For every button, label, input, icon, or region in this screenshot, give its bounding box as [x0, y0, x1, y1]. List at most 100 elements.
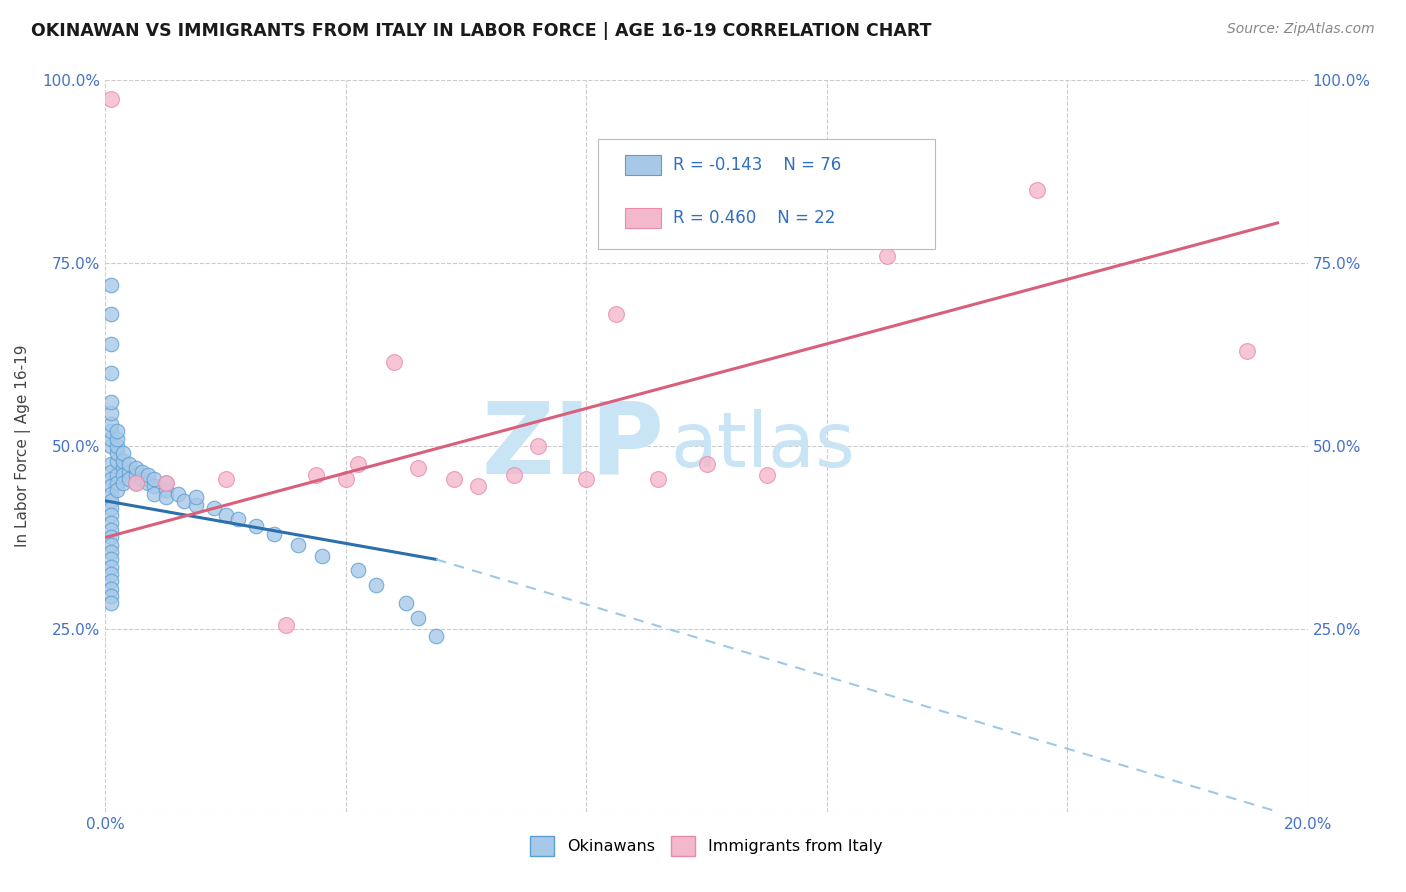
Point [112, 475, 135, 490]
Point [184, 498, 207, 512]
Point [118, 465, 141, 479]
Point [406, 461, 429, 475]
Point [155, 475, 177, 490]
Point [364, 578, 387, 592]
Point [100, 501, 122, 516]
Point [100, 508, 122, 523]
Point [100, 567, 122, 582]
Point [100, 596, 122, 610]
Point [214, 472, 236, 486]
Y-axis label: In Labor Force | Age 16-19: In Labor Force | Age 16-19 [15, 344, 31, 548]
FancyBboxPatch shape [624, 155, 661, 176]
Point [100, 479, 122, 493]
Point [100, 530, 122, 544]
Point [274, 618, 297, 632]
Point [100, 278, 122, 293]
Point [100, 465, 122, 479]
Point [100, 439, 122, 453]
Point [647, 472, 669, 486]
Point [100, 366, 122, 380]
Point [107, 475, 129, 490]
Point [100, 494, 122, 508]
Point [755, 468, 778, 483]
Point [263, 526, 285, 541]
Point [287, 538, 309, 552]
Text: R = 0.460    N = 22: R = 0.460 N = 22 [673, 209, 835, 227]
Point [100, 574, 122, 589]
Point [100, 458, 122, 472]
Point [155, 475, 177, 490]
FancyBboxPatch shape [599, 139, 935, 249]
Point [107, 483, 129, 497]
Point [124, 461, 146, 475]
Point [184, 490, 207, 504]
Point [112, 461, 135, 475]
Point [100, 425, 122, 439]
Legend: Okinawans, Immigrants from Italy: Okinawans, Immigrants from Italy [524, 830, 889, 863]
Point [107, 425, 129, 439]
Point [100, 417, 122, 431]
Point [395, 596, 418, 610]
Point [107, 468, 129, 483]
Point [173, 494, 195, 508]
Point [112, 446, 135, 460]
Point [155, 490, 177, 504]
Point [406, 611, 429, 625]
Text: ZIP: ZIP [482, 398, 665, 494]
Point [100, 523, 122, 537]
Point [467, 479, 489, 493]
Point [107, 432, 129, 446]
Point [575, 472, 598, 486]
Point [100, 472, 122, 486]
Point [100, 516, 122, 530]
Point [335, 472, 357, 486]
Point [131, 472, 153, 486]
Point [100, 552, 122, 566]
Text: Source: ZipAtlas.com: Source: ZipAtlas.com [1227, 22, 1375, 37]
Point [311, 549, 333, 563]
Point [425, 629, 447, 643]
Point [382, 355, 405, 369]
Point [1236, 343, 1258, 358]
Point [100, 92, 122, 106]
FancyBboxPatch shape [624, 208, 661, 228]
Point [124, 475, 146, 490]
Point [118, 458, 141, 472]
Point [118, 472, 141, 486]
Point [107, 439, 129, 453]
Point [107, 446, 129, 460]
Point [245, 519, 267, 533]
Point [100, 395, 122, 409]
Point [107, 453, 129, 467]
Point [131, 465, 153, 479]
Point [1026, 183, 1049, 197]
Point [100, 307, 122, 321]
Point [443, 472, 465, 486]
Point [100, 589, 122, 603]
Point [100, 406, 122, 420]
Point [136, 475, 159, 490]
Point [100, 486, 122, 500]
Point [100, 582, 122, 596]
Point [503, 468, 526, 483]
Point [100, 559, 122, 574]
Point [142, 479, 165, 493]
Text: R = -0.143    N = 76: R = -0.143 N = 76 [673, 156, 841, 174]
Point [166, 486, 188, 500]
Text: OKINAWAN VS IMMIGRANTS FROM ITALY IN LABOR FORCE | AGE 16-19 CORRELATION CHART: OKINAWAN VS IMMIGRANTS FROM ITALY IN LAB… [31, 22, 931, 40]
Point [142, 486, 165, 500]
Point [214, 508, 236, 523]
Point [100, 432, 122, 446]
Point [136, 468, 159, 483]
Point [100, 545, 122, 559]
Point [142, 472, 165, 486]
Point [347, 563, 370, 577]
Point [527, 439, 550, 453]
Point [112, 468, 135, 483]
Point [226, 512, 249, 526]
Point [305, 468, 328, 483]
Text: atlas: atlas [671, 409, 855, 483]
Point [100, 336, 122, 351]
Point [202, 501, 225, 516]
Point [696, 458, 718, 472]
